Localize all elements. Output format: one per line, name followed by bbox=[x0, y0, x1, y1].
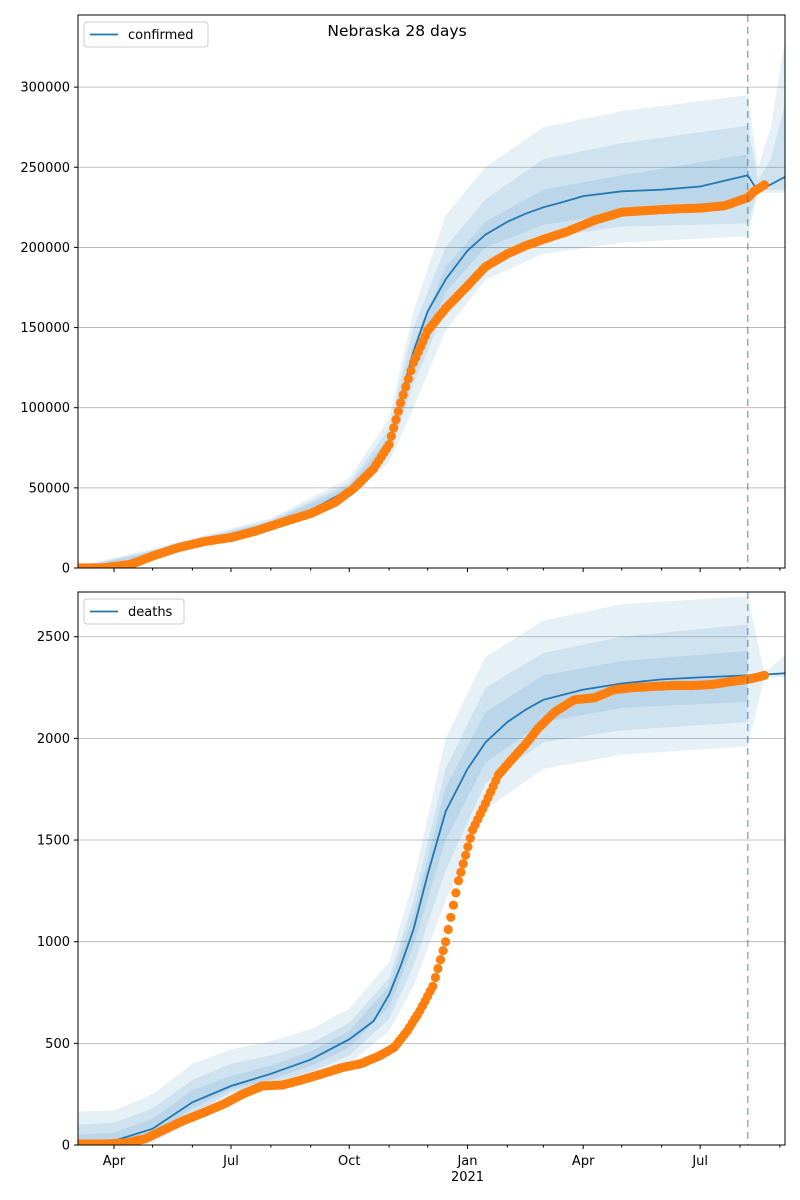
observed-point bbox=[398, 390, 408, 400]
y-tick-label: 1000 bbox=[37, 935, 70, 950]
observed-point bbox=[433, 963, 443, 974]
x-tick-label: Oct bbox=[338, 1154, 360, 1169]
observed-point bbox=[446, 912, 456, 922]
observed-point bbox=[401, 382, 411, 392]
model-line bbox=[78, 672, 785, 1145]
x-tick-label: Jul bbox=[691, 1154, 708, 1169]
observed-point bbox=[396, 398, 406, 408]
confidence-band-middle bbox=[78, 125, 748, 568]
y-tick-label: 100000 bbox=[20, 401, 70, 416]
deaths-panel: 0 500 1000 1500 2000 2500 Apr Jul Oct Jan Apr Jul 20… bbox=[37, 591, 786, 1185]
x-tick-label: Jan bbox=[456, 1154, 477, 1169]
observed-point bbox=[453, 876, 464, 886]
confidence-band-inner bbox=[78, 651, 748, 1145]
observed-point bbox=[391, 415, 401, 425]
year-label: 2021 bbox=[451, 1170, 484, 1185]
observed-point bbox=[441, 937, 451, 947]
confidence-band-middle bbox=[78, 624, 748, 1145]
observed-point bbox=[430, 972, 440, 983]
legend-label: confirmed bbox=[128, 28, 194, 43]
observed-point bbox=[428, 981, 438, 992]
y-tick-label: 2500 bbox=[37, 630, 70, 645]
legend-box bbox=[83, 21, 209, 48]
y-tick-label: 50000 bbox=[29, 481, 70, 496]
observed-point bbox=[458, 859, 468, 869]
confidence-band-outer bbox=[78, 95, 748, 568]
forecast-band bbox=[747, 596, 785, 747]
observed-point bbox=[465, 833, 475, 843]
x-tick-label: Apr bbox=[572, 1154, 595, 1169]
observed-point bbox=[759, 180, 770, 190]
observed-point bbox=[448, 900, 458, 910]
confirmed-panel: 0 50000 100000 150000 200000 250000 300000 conf… bbox=[20, 14, 786, 577]
observed-point bbox=[456, 867, 466, 877]
observed-point bbox=[384, 440, 394, 450]
observed-point bbox=[438, 946, 448, 956]
y-tick-label: 500 bbox=[45, 1037, 70, 1052]
y-tick-label: 150000 bbox=[20, 321, 70, 336]
legend: confirmed bbox=[83, 21, 209, 48]
y-tick-label: 2000 bbox=[37, 732, 70, 747]
legend-label: deaths bbox=[128, 605, 173, 620]
observed-point bbox=[443, 924, 453, 935]
y-tick-label: 300000 bbox=[20, 81, 70, 96]
observed-point bbox=[463, 842, 473, 852]
observed-point bbox=[393, 406, 403, 416]
observed-point bbox=[759, 670, 770, 681]
observed-points bbox=[78, 180, 770, 568]
y-tick-label: 0 bbox=[62, 562, 70, 577]
y-tick-label: 250000 bbox=[20, 161, 70, 176]
observed-point bbox=[386, 431, 396, 441]
y-tick-label: 0 bbox=[62, 1139, 70, 1154]
legend-box bbox=[83, 598, 185, 625]
plot-area bbox=[78, 596, 785, 1145]
observed-point bbox=[461, 850, 471, 860]
x-tick-label: Jul bbox=[222, 1154, 239, 1169]
observed-point bbox=[451, 888, 461, 898]
forecast-band bbox=[747, 103, 785, 224]
x-tick-label: Apr bbox=[103, 1154, 126, 1169]
observed-point bbox=[406, 366, 416, 376]
observed-point bbox=[389, 423, 399, 433]
figure-title: Nebraska 28 days bbox=[327, 22, 466, 40]
plot-area bbox=[78, 39, 785, 568]
y-tick-label: 1500 bbox=[37, 834, 70, 849]
axes-frame bbox=[77, 14, 786, 569]
confidence-band-outer bbox=[78, 596, 748, 1145]
observed-point bbox=[403, 374, 413, 384]
observed-point bbox=[435, 955, 446, 965]
legend: deaths bbox=[83, 598, 185, 625]
observed-points bbox=[78, 670, 770, 1145]
y-tick-label: 200000 bbox=[20, 241, 70, 256]
axes-frame bbox=[77, 591, 786, 1146]
